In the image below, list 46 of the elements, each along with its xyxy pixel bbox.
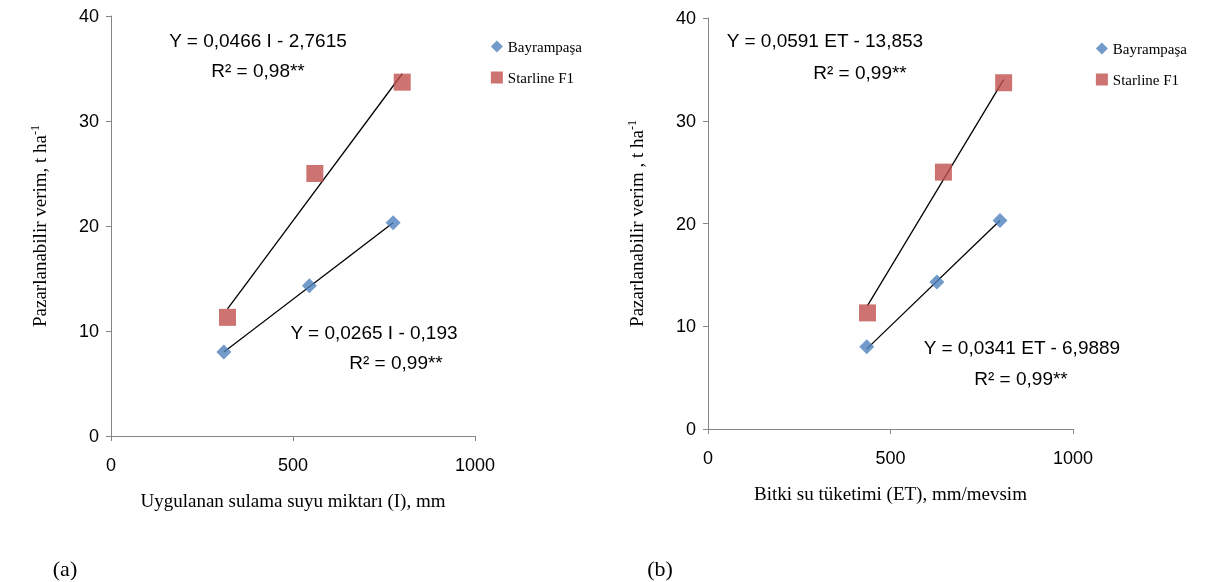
x-tick-label: 0 (105, 455, 117, 475)
text: (b) (647, 555, 673, 581)
x-tick-label: 0 (702, 448, 714, 468)
point (216, 344, 232, 360)
y-tick-label: 0 (685, 419, 696, 439)
y-tick-label: 30 (78, 111, 99, 131)
annotation: R² = 0,99** (349, 351, 444, 373)
annotation: R² = 0,99** (974, 367, 1069, 389)
point (218, 308, 236, 326)
annotation: Y = 0,0341 ET - 6,9889 (923, 336, 1121, 358)
x-axis-title: Uygulanan sulama suyu miktarı (I), mm (140, 490, 446, 512)
annotation: Y = 0,0265 I - 0,193 (290, 321, 458, 343)
y-tick-label: 20 (675, 213, 696, 234)
legend-label: Starline F1 (507, 69, 575, 86)
point (992, 212, 1008, 228)
point (393, 73, 411, 91)
y-tick-label: 10 (675, 316, 696, 337)
point (929, 274, 945, 290)
annotation: R² = 0,99** (813, 61, 908, 83)
y-tick-label: 10 (78, 321, 99, 341)
annotation: Y = 0,0591 ET - 13,853 (726, 29, 924, 51)
x-tick-label: 1000 (454, 455, 496, 475)
y-tick-label: 0 (88, 426, 99, 446)
point (934, 163, 952, 181)
y-axis-title: Pazarlanabilir verim, t ha-1 (28, 124, 50, 328)
x-tick-label: 1000 (1052, 448, 1094, 468)
legend-label: Bayrampaşa (507, 38, 583, 55)
annotation: R² = 0,98** (211, 59, 306, 81)
legend-label: Starline F1 (1112, 71, 1180, 88)
point (995, 74, 1013, 92)
x-tick-label: 500 (277, 455, 309, 475)
y-tick-label: 40 (78, 6, 99, 26)
point (306, 165, 324, 182)
y-axis-title: Pazarlanabilir verim , t ha-1 (625, 120, 647, 327)
annotation: Y = 0,0466 I - 2,7615 (169, 29, 347, 51)
point (859, 339, 875, 355)
y-tick-label: 40 (675, 8, 696, 28)
legend-label: Bayrampaşa (1112, 40, 1188, 57)
y-tick-label: 30 (675, 110, 696, 131)
point (301, 278, 317, 294)
point (859, 304, 877, 322)
x-tick-label: 500 (875, 448, 906, 468)
point (385, 215, 401, 231)
y-tick-label: 20 (78, 216, 99, 236)
x-axis-title: Bitki su tüketimi (ET), mm/mevsim (754, 483, 1028, 505)
text: (a) (52, 555, 78, 581)
